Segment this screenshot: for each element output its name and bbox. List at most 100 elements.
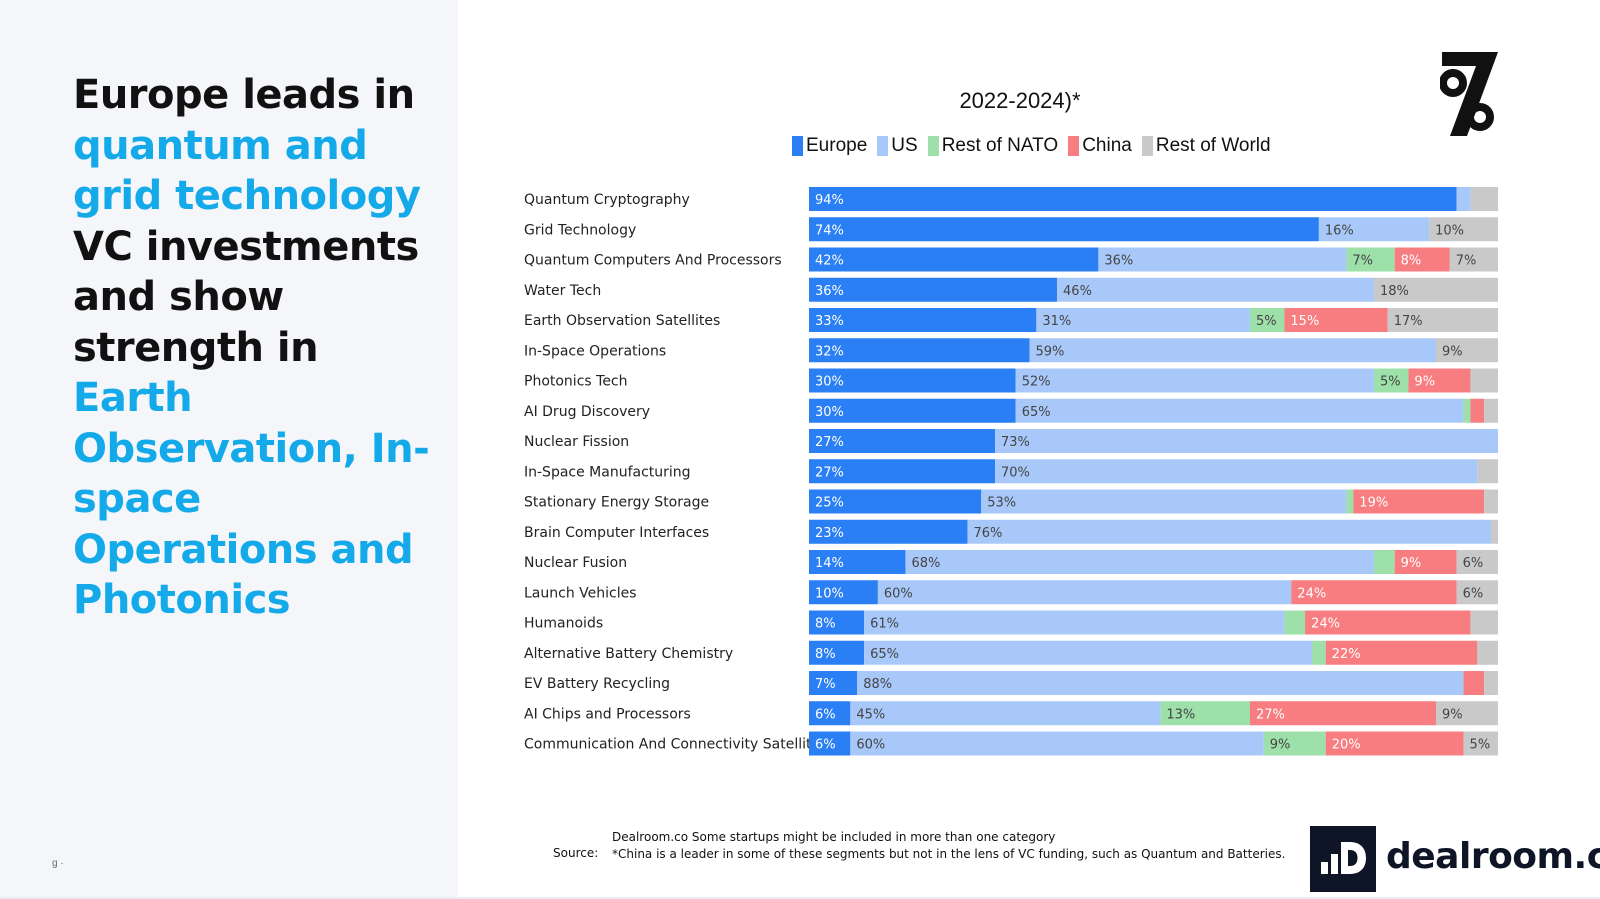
data-label: 18% <box>1380 284 1409 299</box>
data-label: 10% <box>1435 223 1464 238</box>
data-label: 94% <box>815 193 844 208</box>
bar-segment <box>809 640 865 665</box>
bar-segment <box>809 338 1030 363</box>
bar-segment <box>1435 338 1498 363</box>
headline-highlight-1: quantum and grid technology <box>73 122 421 220</box>
bar-segment <box>809 731 851 756</box>
data-label: 65% <box>870 647 899 662</box>
bar-segment <box>1249 701 1436 726</box>
data-label: 30% <box>815 375 844 390</box>
bar-segment <box>1470 187 1498 211</box>
data-label: 23% <box>815 526 844 541</box>
category-label: Photonics Tech <box>524 374 628 390</box>
legend-label: US <box>891 135 918 156</box>
data-label: 31% <box>1042 314 1071 329</box>
bar-segment <box>809 459 996 484</box>
bar-segment <box>1284 610 1306 635</box>
data-label: 33% <box>815 314 844 329</box>
bar-segment <box>1346 247 1395 272</box>
category-label: In-Space Operations <box>524 343 666 359</box>
data-label: 45% <box>856 707 885 722</box>
legend-item: Rest of World <box>1141 135 1271 157</box>
bar-segment <box>864 610 1285 635</box>
data-label: 24% <box>1311 617 1340 632</box>
data-label: 9% <box>1442 344 1463 359</box>
dealroom-icon <box>1310 826 1376 892</box>
page-marker: g · <box>52 858 64 869</box>
bar-segment <box>1456 187 1471 211</box>
bottom-divider <box>0 897 1600 899</box>
bar-segment <box>1029 338 1436 363</box>
category-label: Humanoids <box>524 616 603 632</box>
data-label: 5% <box>1470 738 1491 753</box>
category-label: Quantum Computers And Processors <box>524 253 782 269</box>
data-label: 60% <box>884 586 913 601</box>
category-label: Stationary Energy Storage <box>524 495 709 511</box>
category-label: Alternative Battery Chemistry <box>524 646 733 662</box>
bar-segment <box>1373 277 1498 302</box>
bar-segment <box>981 489 1347 514</box>
bar-segment <box>1470 398 1485 423</box>
data-label: 74% <box>815 223 844 238</box>
bar-segment <box>1373 368 1409 393</box>
source-label: Source: <box>553 846 599 860</box>
bar-segment <box>1449 247 1498 272</box>
bar-segment <box>1477 459 1498 484</box>
data-label: 22% <box>1332 647 1361 662</box>
bar-segment <box>1394 247 1450 272</box>
bar-segment <box>1456 580 1498 605</box>
bar-segment <box>1491 519 1498 544</box>
data-label: 15% <box>1290 314 1319 329</box>
data-label: 20% <box>1332 738 1361 753</box>
data-label: 6% <box>1463 556 1484 571</box>
data-label: 27% <box>815 435 844 450</box>
legend-swatch <box>792 136 803 156</box>
bar-segment <box>809 368 1016 393</box>
legend-item: US <box>877 135 918 157</box>
bar-segment <box>809 610 865 635</box>
category-label: Launch Vehicles <box>524 585 637 601</box>
data-label: 42% <box>815 254 844 269</box>
left-panel: Europe leads in quantum and grid technol… <box>0 0 458 899</box>
legend-item: China <box>1068 135 1132 157</box>
category-label: Brain Computer Interfaces <box>524 525 709 541</box>
category-label: In-Space Manufacturing <box>524 464 691 480</box>
data-label: 5% <box>1256 314 1277 329</box>
data-label: 59% <box>1035 344 1064 359</box>
category-label: AI Chips and Processors <box>524 706 691 722</box>
source-line-1: Dealroom.co Some startups might be inclu… <box>612 830 1056 844</box>
bar-segment <box>1057 277 1374 302</box>
data-label: 7% <box>815 677 836 692</box>
bar-segment <box>1373 550 1395 574</box>
data-label: 7% <box>1352 254 1373 269</box>
category-label: Communication And Connectivity Satellite… <box>524 737 827 753</box>
data-label: 88% <box>863 677 892 692</box>
data-label: 52% <box>1022 375 1051 390</box>
bar-segment <box>967 519 1492 544</box>
data-label: 19% <box>1359 496 1388 511</box>
bar-segment <box>1484 489 1498 514</box>
bar-segment <box>1463 671 1485 695</box>
bar-segment <box>1015 368 1374 393</box>
bar-segment <box>877 580 1292 605</box>
bar-segment <box>1311 640 1326 665</box>
category-label: Earth Observation Satellites <box>524 313 720 329</box>
bar-segment <box>1477 640 1498 665</box>
data-label: 6% <box>815 707 836 722</box>
bar-segment <box>1249 308 1285 332</box>
source-line-2: *China is a leader in some of these segm… <box>612 847 1286 861</box>
data-label: 7% <box>1456 254 1477 269</box>
bar-segment <box>809 187 1457 211</box>
data-label: 6% <box>815 738 836 753</box>
bar-segment <box>1098 247 1347 272</box>
bar-segment <box>1387 308 1498 332</box>
data-label: 60% <box>856 738 885 753</box>
bar-segment <box>809 550 906 574</box>
bar-segment <box>809 489 982 514</box>
data-label: 10% <box>815 586 844 601</box>
headline-highlight-2: Earth Observation, In-space Operations a… <box>73 375 430 623</box>
data-label: 36% <box>1104 254 1133 269</box>
legend-label: Europe <box>806 135 868 156</box>
bar-segment <box>864 640 1312 665</box>
